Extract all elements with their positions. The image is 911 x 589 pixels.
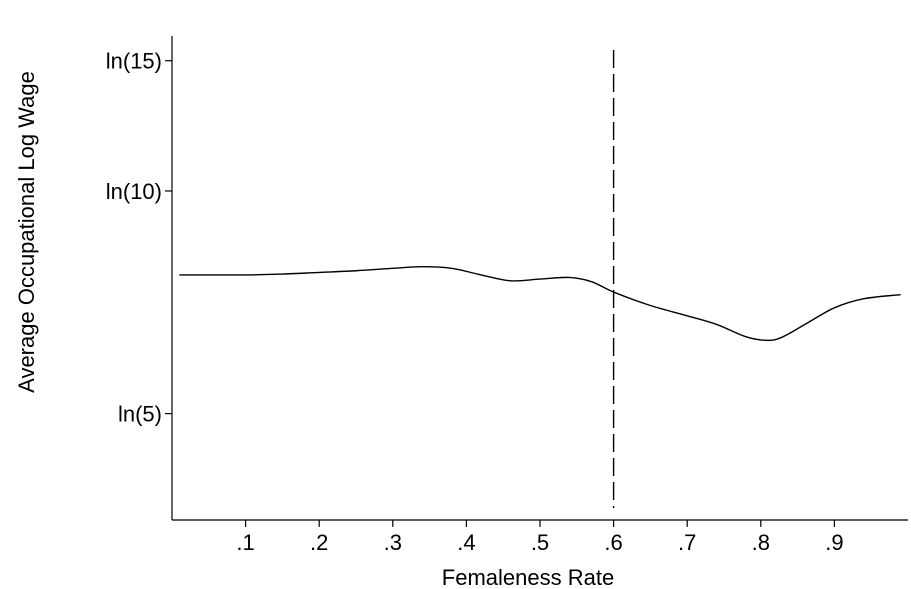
x-tick-label-5: .6	[604, 530, 622, 555]
x-tick-label-0: .1	[236, 530, 254, 555]
y-tick-label-2: ln(15)	[106, 49, 162, 74]
y-axis-title: Average Occupational Log Wage	[14, 71, 39, 393]
y-ticks: ln(5) ln(10) ln(15)	[106, 49, 172, 427]
x-ticks: .1 .2 .3 .4 .5 .6 .7 .8 .9	[236, 520, 844, 555]
y-tick-label-0: ln(5)	[118, 402, 162, 427]
x-tick-label-6: .7	[678, 530, 696, 555]
x-tick-label-3: .4	[457, 530, 475, 555]
y-tick-label-1: ln(10)	[106, 179, 162, 204]
x-tick-label-8: .9	[825, 530, 843, 555]
x-tick-label-1: .2	[310, 530, 328, 555]
series-line	[179, 265, 901, 342]
x-axis-title: Femaleness Rate	[442, 565, 614, 589]
x-tick-label-2: .3	[384, 530, 402, 555]
x-tick-label-4: .5	[531, 530, 549, 555]
x-tick-label-7: .8	[752, 530, 770, 555]
plot-area: ln(5) ln(10) ln(15) .1 .2 .3 .4 .5 .6 .7 .8 .9	[106, 36, 908, 555]
